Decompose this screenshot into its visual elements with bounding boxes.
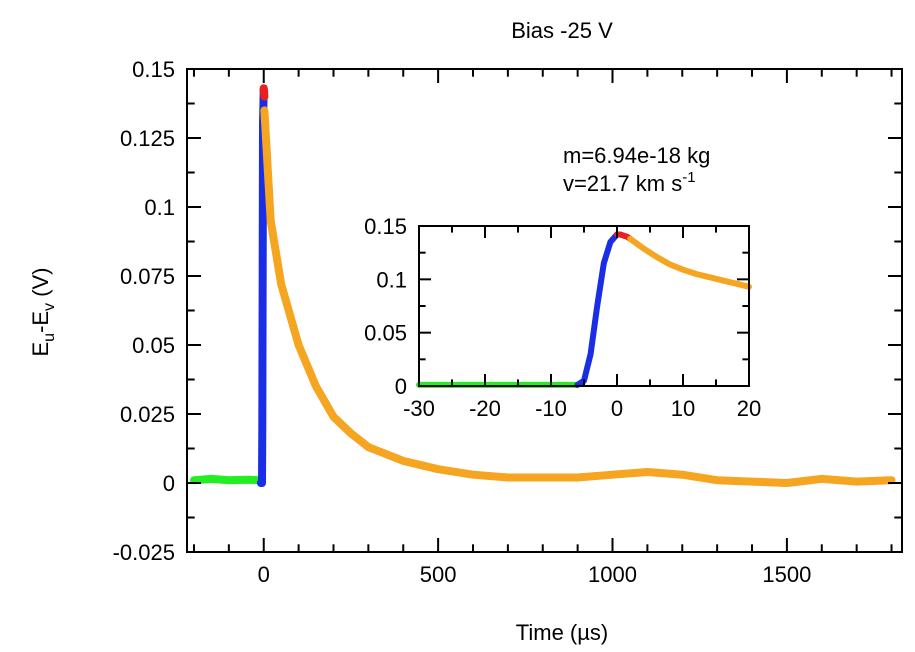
inset-x-tick-label: -20 <box>469 396 501 421</box>
inset-y-tick-label: 0.05 <box>364 321 407 346</box>
mass-annotation: m=6.94e-18 kg <box>563 143 710 168</box>
main-x-tick-label: 500 <box>420 562 457 587</box>
main-plot-ticks <box>187 68 902 553</box>
main-y-tick-label: 0.075 <box>120 264 175 289</box>
main-x-tick-label: 0 <box>258 562 270 587</box>
inset-y-tick-labels: 0 0.05 0.1 0.15 <box>364 214 407 399</box>
inset-x-tick-labels: -30 -20 -10 0 10 20 <box>403 396 761 421</box>
inset-plot-series <box>416 231 752 388</box>
main-y-tick-label: 0 <box>163 471 175 496</box>
inset-x-tick-label: -30 <box>403 396 435 421</box>
main-y-tick-label: -0.025 <box>113 540 175 565</box>
main-y-tick-label: 0.05 <box>132 333 175 358</box>
inset-x-tick-label: 10 <box>671 396 695 421</box>
main-x-tick-label: 1500 <box>762 562 811 587</box>
main-y-tick-label: 0.15 <box>132 57 175 82</box>
inset-plot-ticks <box>418 225 750 387</box>
x-axis-title: Time (µs) <box>516 620 609 645</box>
main-y-tick-labels: -0.025 0 0.025 0.05 0.075 0.1 0.125 0.15 <box>113 57 175 565</box>
main-y-tick-label: 0.025 <box>120 402 175 427</box>
inset-x-tick-label: 0 <box>611 396 623 421</box>
inset-y-tick-label: 0.1 <box>376 267 407 292</box>
inset-series-3 <box>627 235 752 290</box>
inset-x-tick-label: -10 <box>535 396 567 421</box>
chart-title: Bias -25 V <box>511 18 613 43</box>
inset-y-tick-label: 0.15 <box>364 214 407 239</box>
main-x-tick-labels: 0 500 1000 1500 <box>258 562 812 587</box>
main-plot-series <box>190 84 896 487</box>
inset-plot-frame <box>418 225 750 387</box>
main-y-tick-label: 0.1 <box>144 195 175 220</box>
main-series-2 <box>259 84 269 101</box>
main-x-tick-label: 1000 <box>588 562 637 587</box>
inset-y-tick-label: 0 <box>395 374 407 399</box>
main-series-0 <box>190 474 263 485</box>
inset-x-tick-label: 20 <box>737 396 761 421</box>
main-series-3 <box>260 106 896 487</box>
main-y-tick-label: 0.125 <box>120 126 175 151</box>
inset-series-1 <box>574 231 620 388</box>
y-axis-title: Eu-Ev (V) <box>28 267 58 356</box>
velocity-annotation: v=21.7 km s-1 <box>563 169 696 196</box>
